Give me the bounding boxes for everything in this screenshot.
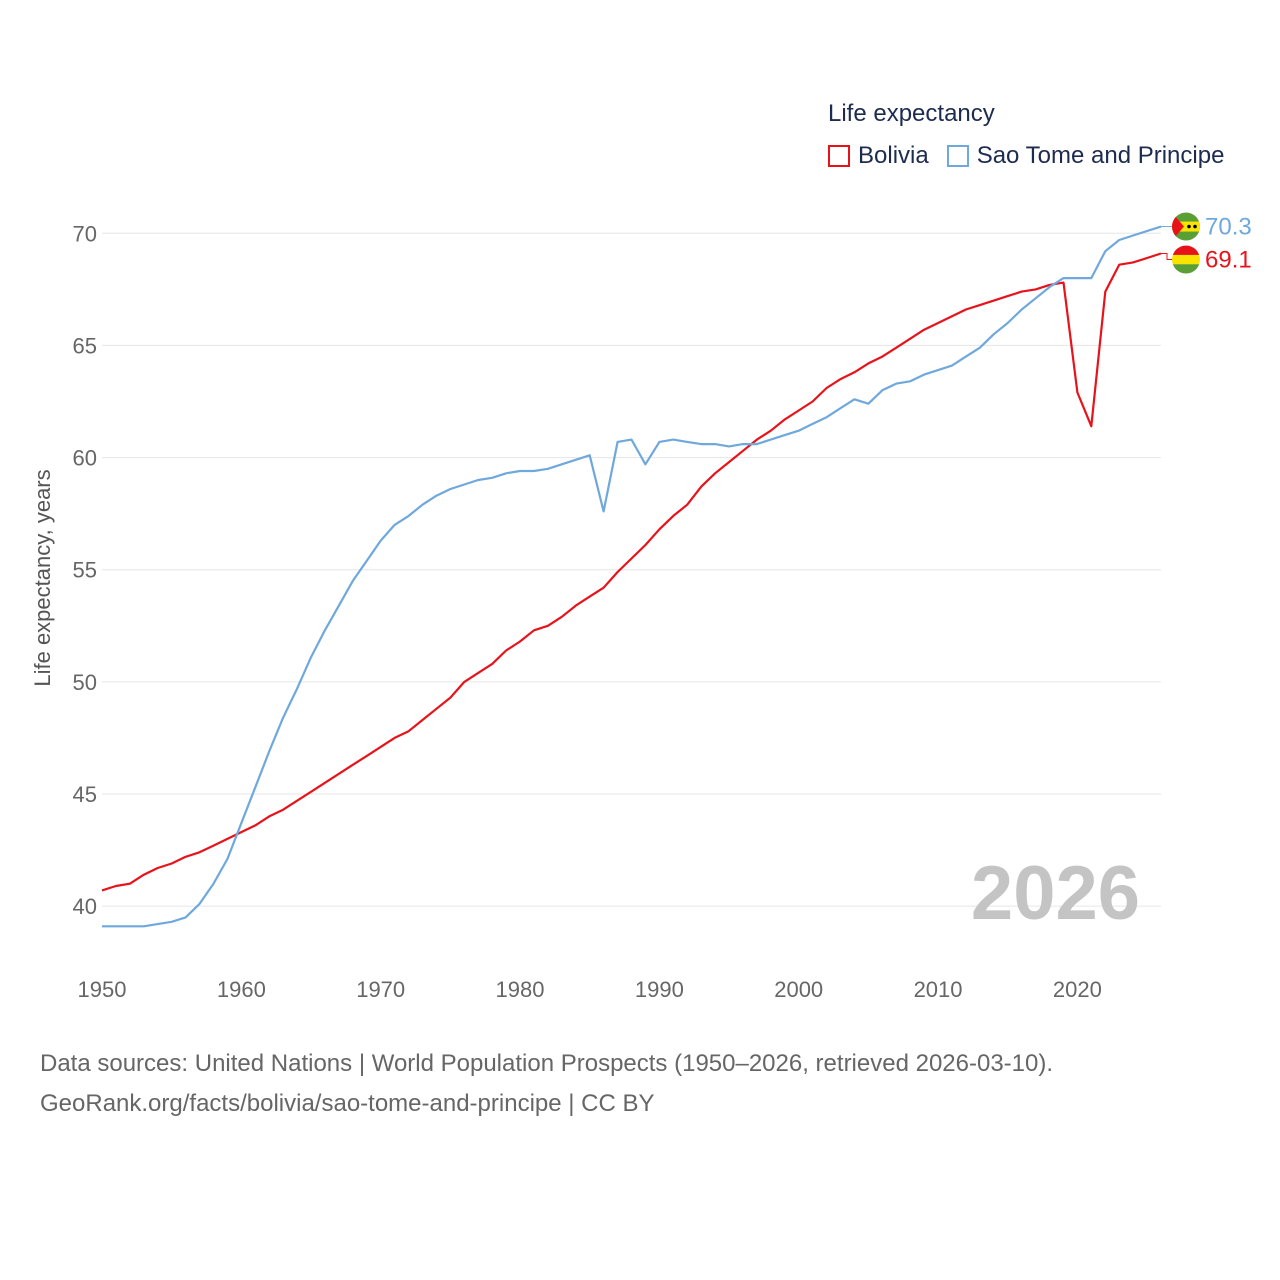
y-tick-label: 45 — [73, 782, 97, 807]
x-tick-label: 1970 — [356, 977, 405, 1002]
end-labels: 69.1 70.3 — [1161, 213, 1252, 274]
source-line-2: GeoRank.org/facts/bolivia/sao-tome-and-p… — [40, 1084, 1053, 1124]
source-line-1: Data sources: United Nations | World Pop… — [40, 1044, 1053, 1084]
series-line-bolivia[interactable] — [102, 254, 1161, 891]
legend-label-bolivia: Bolivia — [858, 142, 929, 170]
gridlines — [102, 233, 1161, 906]
x-tick-label: 1960 — [217, 977, 266, 1002]
end-value-label-sao-tome-and-principe: 70.3 — [1205, 214, 1252, 241]
legend-swatch-bolivia — [828, 145, 850, 167]
x-tick-label: 2000 — [774, 977, 823, 1002]
series-lines — [102, 227, 1161, 927]
y-tick-label: 70 — [73, 221, 97, 246]
x-tick-label: 2020 — [1053, 977, 1102, 1002]
legend-swatch-sao-tome — [947, 145, 969, 167]
legend: Bolivia Sao Tome and Principe — [828, 142, 1242, 170]
y-tick-label: 40 — [73, 894, 97, 919]
x-tick-label: 1990 — [635, 977, 684, 1002]
end-value-label-bolivia: 69.1 — [1205, 247, 1252, 274]
end-connector-bolivia — [1161, 253, 1173, 259]
y-tick-label: 65 — [73, 333, 97, 358]
legend-item-bolivia[interactable]: Bolivia — [828, 142, 929, 170]
flag-icon-bolivia — [1172, 246, 1200, 274]
y-axis-label: Life expectancy, years — [30, 469, 56, 686]
legend-title: Life expectancy — [828, 100, 995, 128]
y-axis-ticks: 40 45 50 55 60 65 70 — [73, 221, 97, 919]
x-axis-ticks: 1950 1960 1970 1980 1990 2000 2010 2020 — [78, 977, 1102, 1002]
y-tick-label: 50 — [73, 670, 97, 695]
current-year-label: 2026 — [971, 850, 1140, 937]
y-tick-label: 55 — [73, 558, 97, 583]
x-tick-label: 1950 — [78, 977, 127, 1002]
y-tick-label: 60 — [73, 446, 97, 471]
x-tick-label: 1980 — [496, 977, 545, 1002]
legend-label-sao-tome: Sao Tome and Principe — [977, 142, 1225, 170]
flag-icon-sao-tome-and-principe — [1172, 213, 1200, 241]
source-note: Data sources: United Nations | World Pop… — [40, 1044, 1053, 1124]
legend-item-sao-tome[interactable]: Sao Tome and Principe — [947, 142, 1225, 170]
x-tick-label: 2010 — [914, 977, 963, 1002]
